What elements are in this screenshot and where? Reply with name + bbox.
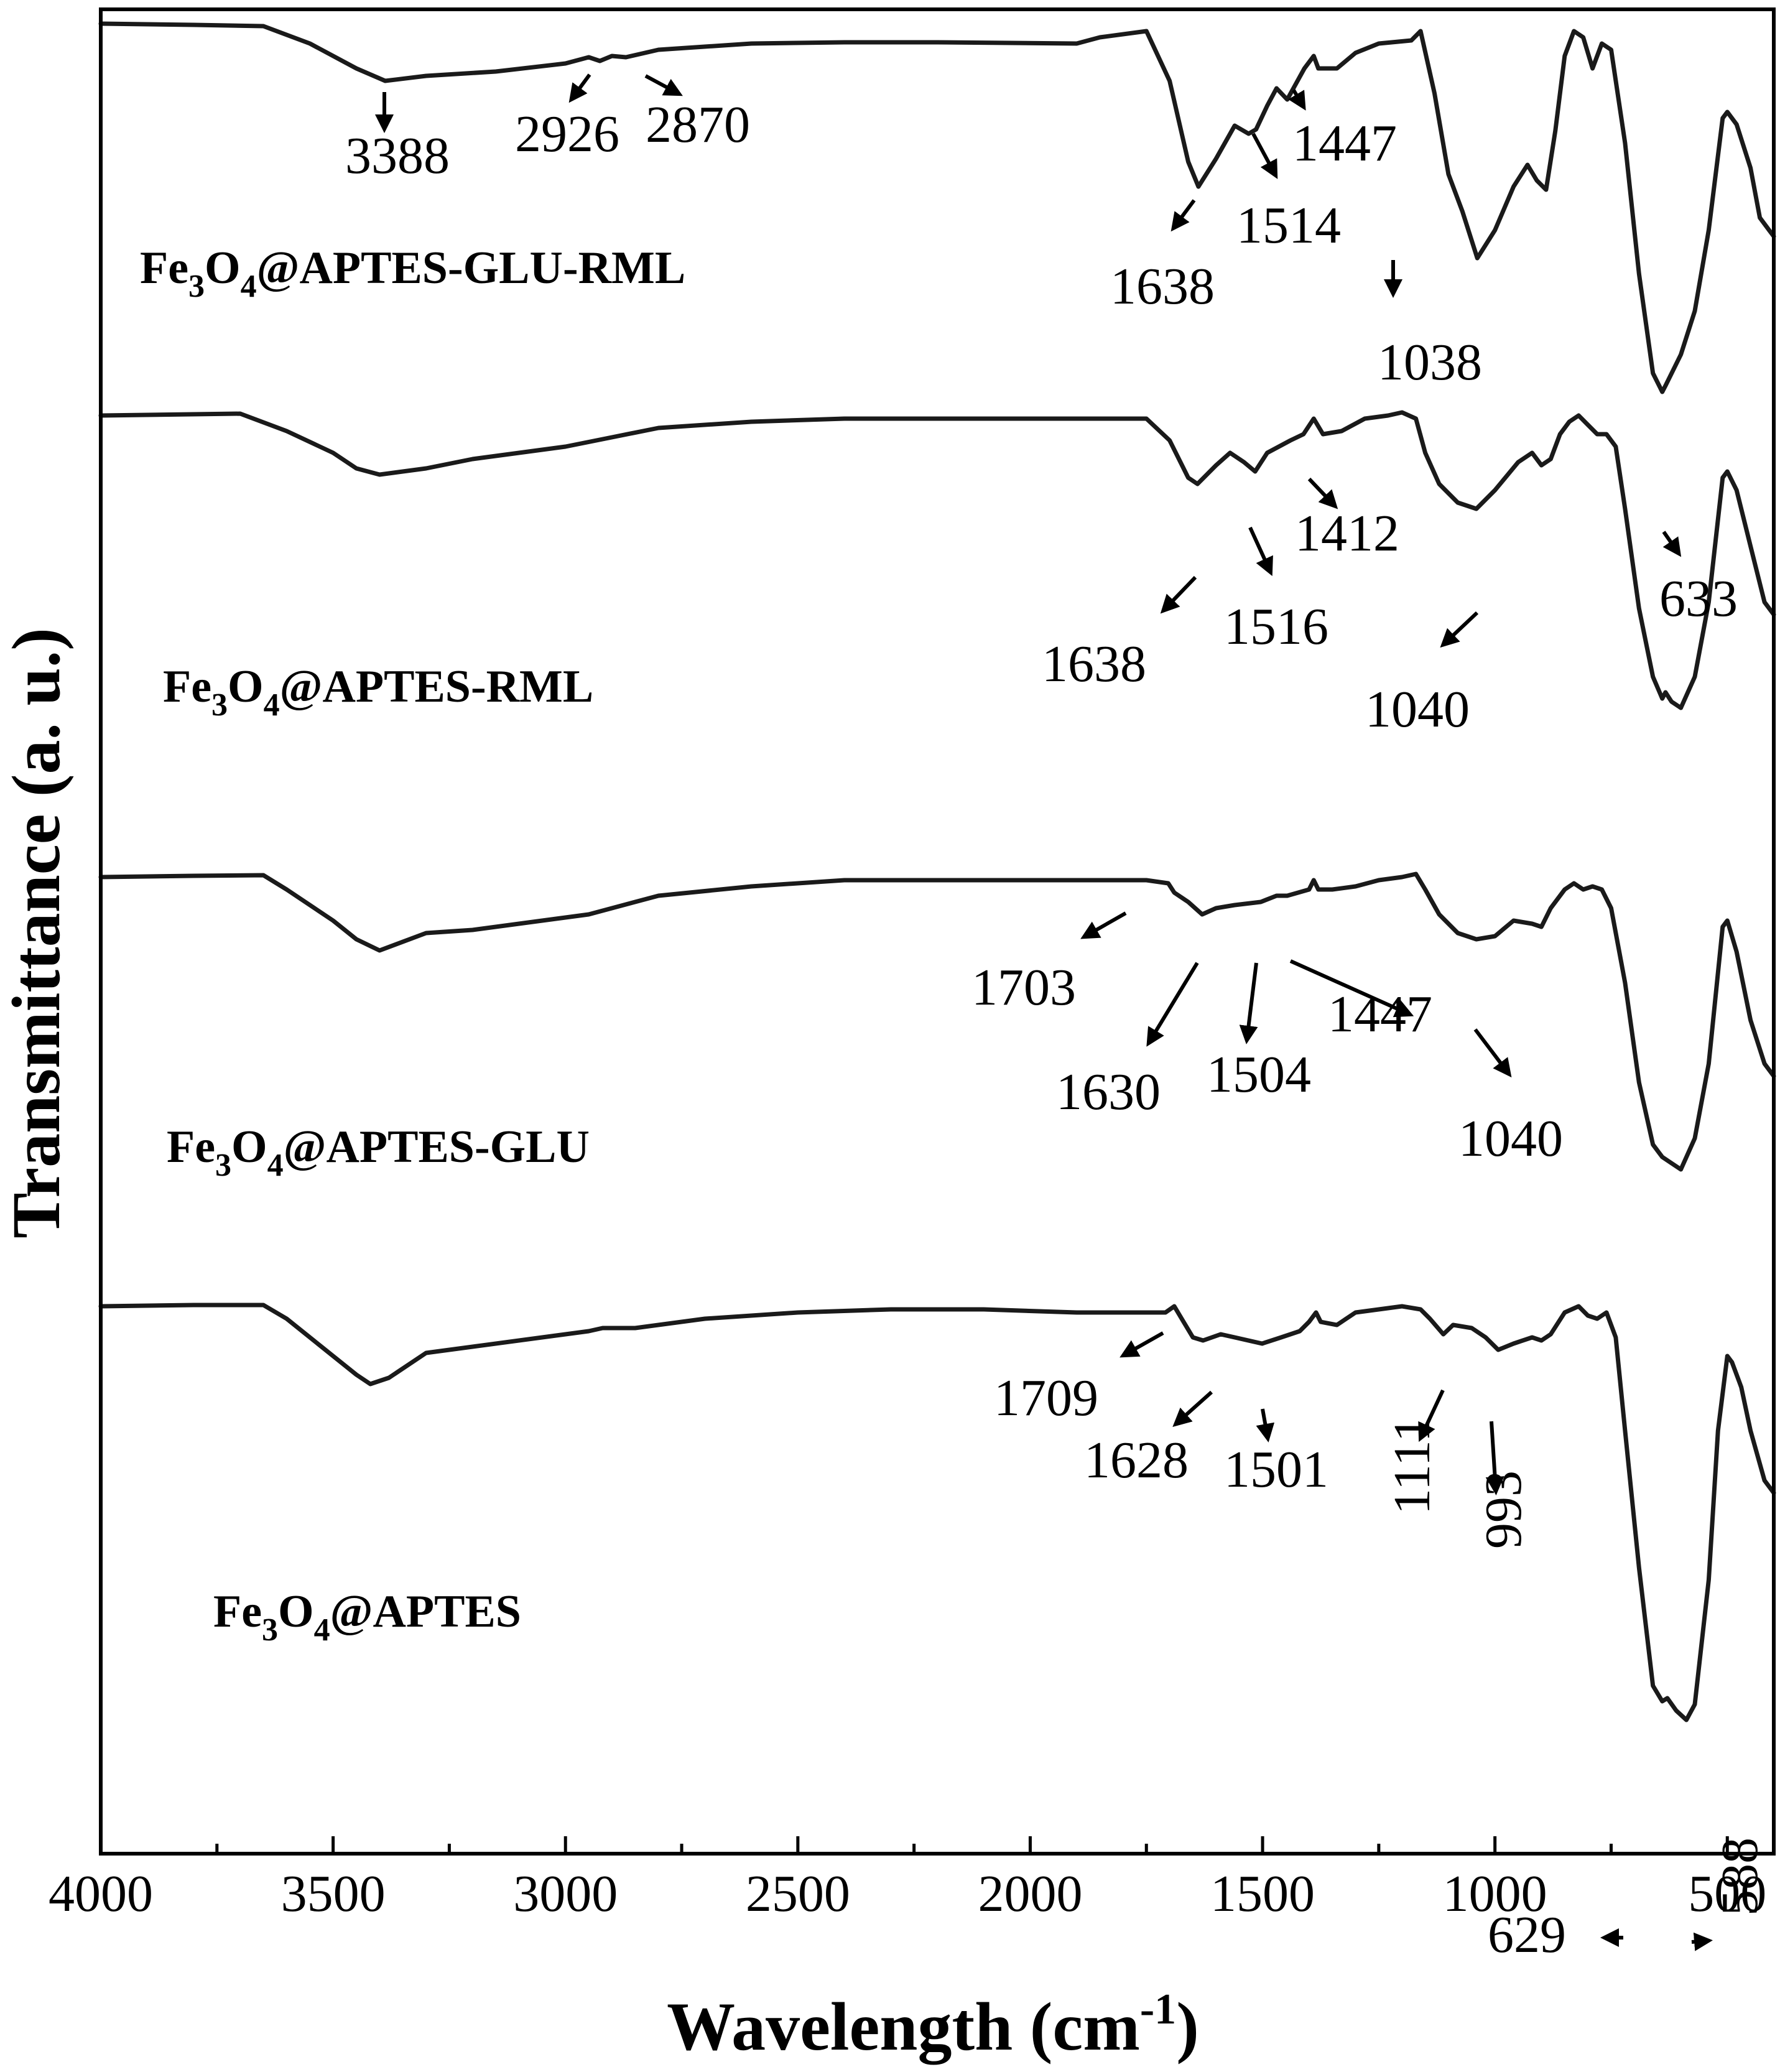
- peak-arrow: [1170, 199, 1196, 232]
- peak-label: 1638: [1110, 258, 1215, 315]
- series-label-part: Fe: [163, 661, 211, 712]
- series-label-part: O: [228, 661, 264, 712]
- peak-label: 1709: [994, 1369, 1098, 1427]
- y-axis-label: Transmittance (a. u.): [0, 628, 74, 1238]
- peak-label: 629: [1488, 1906, 1566, 1964]
- series-label-part: 3: [262, 1612, 278, 1648]
- peak-arrow: [1662, 531, 1682, 557]
- series-label-part: 4: [264, 687, 280, 723]
- spectrum-line-3: [98, 871, 1776, 1172]
- series-label-part: @APTES-GLU-RML: [257, 243, 686, 294]
- peak-arrow: [1440, 611, 1479, 648]
- peak-label: 1703: [971, 959, 1076, 1016]
- peak-label: 1412: [1295, 504, 1399, 562]
- peak-arrow: [1473, 1028, 1512, 1078]
- x-tick-label: 500: [1688, 1865, 1766, 1923]
- peak-label: 1514: [1236, 197, 1341, 254]
- peak-arrow: [1289, 959, 1414, 1018]
- peak-arrow: [1239, 962, 1258, 1044]
- series-label-part: O: [278, 1586, 314, 1637]
- peak-label: 633: [1659, 570, 1738, 628]
- spectrum-line-2: [98, 410, 1776, 710]
- peak-label: 2870: [646, 96, 750, 154]
- series-label-part: @APTES: [330, 1586, 521, 1637]
- x-tick-label: 4000: [49, 1865, 153, 1923]
- peak-arrow: [1080, 911, 1127, 939]
- x-tick-label: 2500: [746, 1865, 850, 1923]
- peak-arrow: [1248, 526, 1273, 577]
- x-tick-label: 1500: [1210, 1865, 1315, 1923]
- x-axis-ticks: 4000 3500 3000 2500 2000 1500 1000 500: [49, 1836, 1766, 1923]
- x-tick-label: 3500: [281, 1865, 386, 1923]
- series-label-part: O: [231, 1122, 267, 1173]
- series-label-part: 3: [215, 1148, 231, 1183]
- peak-arrow: [1288, 89, 1306, 111]
- peak-arrow: [1485, 1421, 1504, 1495]
- peak-label: 993: [1475, 1470, 1532, 1549]
- series-label-part: 4: [314, 1612, 330, 1648]
- series-label-part: @APTES-GLU: [284, 1122, 590, 1173]
- peak-label: 1447: [1292, 114, 1397, 172]
- series-label-part: 3: [188, 269, 205, 304]
- peak-arrow: [1251, 132, 1278, 179]
- spectra-group: [98, 21, 1776, 1722]
- peak-label: 1501: [1224, 1441, 1328, 1498]
- x-axis-label-close: ): [1176, 1989, 1199, 2065]
- series-label-part: 4: [267, 1148, 284, 1183]
- series-label-part: Fe: [213, 1586, 262, 1637]
- spectrum-line-1: [98, 21, 1776, 394]
- peak-label: 1038: [1378, 333, 1482, 391]
- peak-arrow: [1256, 1408, 1275, 1443]
- peak-label: 1504: [1207, 1046, 1311, 1103]
- peak-arrow: [1307, 477, 1338, 509]
- spectrum-line-4: [98, 1303, 1776, 1722]
- peak-label: 1516: [1224, 598, 1328, 656]
- peak-arrow: [1160, 575, 1197, 614]
- peak-arrow: [1172, 1390, 1213, 1427]
- series-label-part: 3: [211, 687, 228, 723]
- series-label-1: Fe3O4@APTES-GLU-RML: [140, 243, 685, 304]
- peak-label: 3388: [345, 127, 450, 185]
- x-axis-label-superscript: -1: [1140, 1986, 1176, 2033]
- peak-label: 588: [1711, 1837, 1769, 1916]
- peak-arrow: [1146, 962, 1199, 1047]
- series-label-2: Fe3O4@APTES-RML: [163, 661, 593, 723]
- series-label-3: Fe3O4@APTES-GLU: [167, 1122, 590, 1183]
- peak-label: 1111: [1383, 1416, 1441, 1515]
- sample-labels: Fe3O4@APTES-GLU-RMLFe3O4@APTES-RMLFe3O4@…: [140, 243, 685, 1648]
- x-axis-label: Wavelength (cm-1): [667, 1986, 1199, 2065]
- peak-label: 2926: [515, 105, 619, 163]
- x-tick-label: 1000: [1443, 1865, 1547, 1923]
- series-label-part: O: [205, 243, 241, 294]
- x-axis-label-text: Wavelength (cm: [667, 1989, 1140, 2065]
- peak-label: 1040: [1365, 681, 1470, 738]
- peak-annotations: 3388 2926 2870 1638 1514 1447 1038 1638 1516 1412…: [345, 73, 1769, 1964]
- peak-arrow: [644, 74, 683, 96]
- series-label-part: Fe: [167, 1122, 215, 1173]
- series-label-4: Fe3O4@APTES: [213, 1586, 521, 1648]
- series-label-part: Fe: [140, 243, 188, 294]
- peak-label: 1638: [1042, 635, 1146, 693]
- plot-frame: [99, 7, 1776, 1856]
- peak-label: 1630: [1056, 1063, 1161, 1121]
- peak-label: 1628: [1084, 1431, 1189, 1489]
- peak-arrow: [1119, 1331, 1164, 1358]
- x-tick-label: 3000: [513, 1865, 618, 1923]
- peak-label: 1447: [1328, 985, 1432, 1043]
- series-label-part: @APTES-RML: [280, 661, 594, 712]
- peak-arrow: [1418, 1389, 1445, 1443]
- peak-label: 1040: [1458, 1110, 1563, 1168]
- peak-arrow: [1691, 1932, 1713, 1951]
- x-tick-label: 2000: [978, 1865, 1082, 1923]
- series-label-part: 4: [241, 269, 257, 304]
- peak-arrow: [568, 73, 591, 103]
